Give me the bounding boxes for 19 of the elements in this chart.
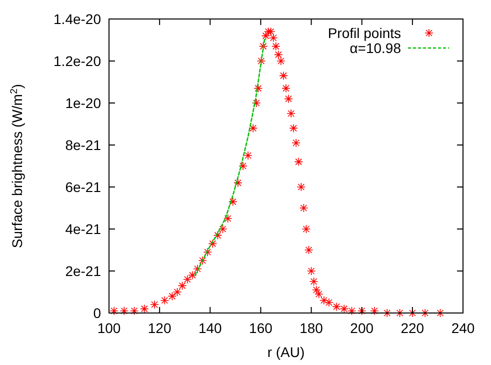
x-tick-label: 120: [148, 320, 172, 336]
y-tick-label: 6e-21: [65, 179, 102, 195]
y-tick-label: 1.2e-20: [54, 53, 102, 69]
y-tick-label: 0: [93, 305, 102, 321]
y-tick-label: 1.4e-20: [54, 11, 102, 27]
legend-label: α=10.98: [350, 40, 402, 56]
x-axis-title: r (AU): [267, 344, 305, 360]
y-tick-label: 1e-20: [65, 95, 102, 111]
x-tick-label: 140: [198, 320, 222, 336]
legend-label: Profil points: [328, 25, 401, 41]
x-tick-label: 240: [451, 320, 475, 336]
y-tick-label: 4e-21: [65, 221, 102, 237]
x-tick-label: 160: [249, 320, 273, 336]
x-tick-label: 180: [300, 320, 324, 336]
x-tick-label: 200: [350, 320, 374, 336]
y-tick-label: 8e-21: [65, 137, 102, 153]
x-tick-label: 100: [97, 320, 121, 336]
y-tick-label: 2e-21: [65, 263, 102, 279]
x-tick-label: 220: [400, 320, 424, 336]
